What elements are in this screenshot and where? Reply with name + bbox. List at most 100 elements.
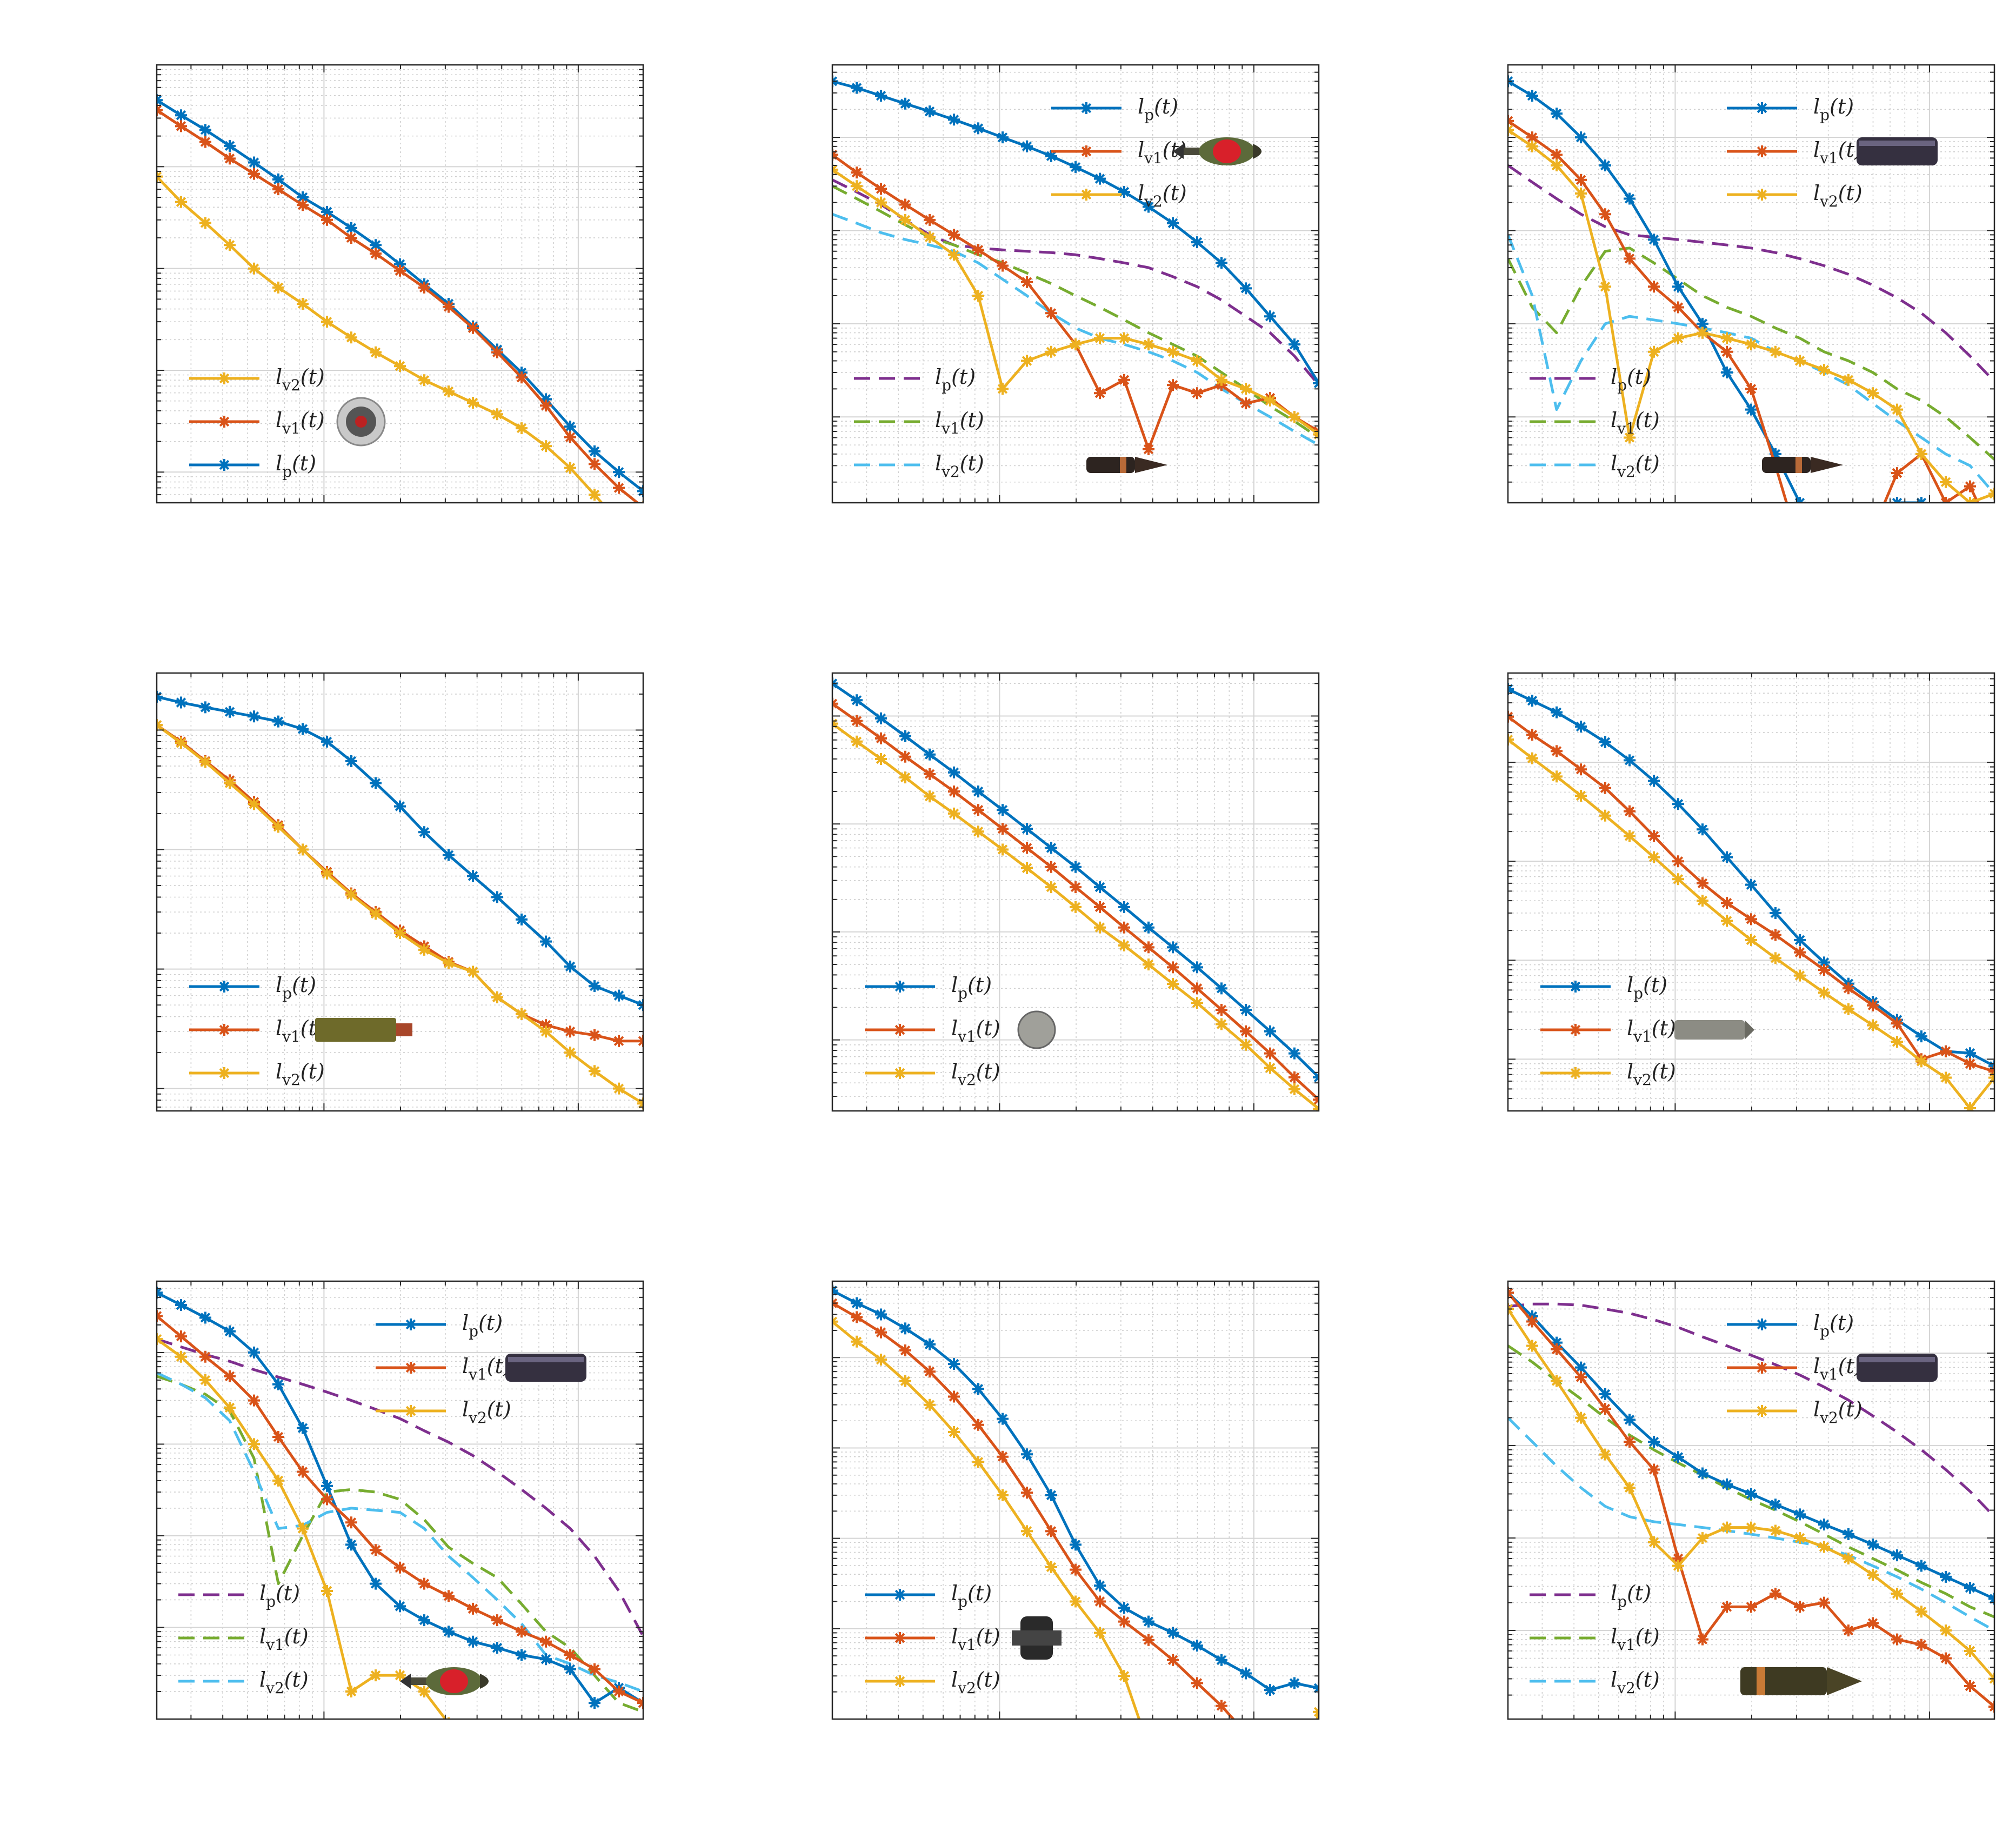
series-lv2-point [875, 1354, 887, 1366]
series-lv1-point [1526, 729, 1538, 741]
legend-lv1_d-label-sub: v1 [1617, 419, 1636, 437]
series-lv1_d-line [1508, 247, 1994, 461]
series-lv2-point [851, 180, 863, 192]
series-lv2-point [972, 1456, 984, 1468]
legend-lv2-marker [1570, 1067, 1581, 1079]
series-lp-point [175, 109, 187, 122]
series-lp-point [467, 1635, 479, 1648]
series-lp-point [1770, 907, 1781, 919]
legend-lp-label-t: (t) [292, 973, 316, 997]
series-lv1-point [1191, 982, 1203, 995]
series-lv2-point [1818, 987, 1830, 999]
fitting-icon [1012, 1616, 1062, 1660]
bullet-icon [1086, 457, 1167, 473]
series-lv1-point [589, 458, 600, 470]
legend-lv2_d-label-sub: v2 [941, 463, 960, 481]
legend-lv1-label-l: l [1627, 1016, 1633, 1040]
legend-lv1-label: lv1(t) [1627, 1016, 1676, 1045]
series-lv2-point [321, 316, 333, 328]
series-lv2-point [443, 385, 455, 398]
series-lv2-point [345, 1686, 357, 1697]
series-lp-point [1672, 798, 1684, 810]
series-lv2-point [1094, 1627, 1106, 1639]
series-lv2-point [613, 1082, 625, 1095]
legend-lp_d-label: lp(t) [935, 365, 976, 394]
legend-lv1-label-sub: v1 [468, 1366, 487, 1383]
series-lv2-point [1070, 338, 1082, 351]
series-lv1-point [613, 1035, 625, 1047]
plot-series [157, 94, 643, 503]
series-lp-point [1191, 961, 1203, 974]
legend-lp-label-l: l [1138, 95, 1144, 118]
series-lv1-point [1526, 1315, 1538, 1328]
series-lp-point [1551, 1336, 1563, 1349]
series-lv1-point [1070, 1563, 1082, 1576]
series-lv2-point [175, 196, 187, 208]
series-lp-point [1070, 861, 1082, 873]
plot-series [1508, 1287, 1994, 1713]
series-lp-point [1118, 901, 1130, 913]
series-lp_d-line [832, 178, 1319, 386]
series-lv2-point [1721, 915, 1733, 927]
series-lp-point [175, 696, 187, 709]
series-lp_d [157, 1337, 643, 1637]
legend: lp(t)lv1(t)lv2(t) [865, 973, 1000, 1089]
legend-lv2-label-sub: v2 [282, 376, 301, 394]
series-lv1-point [1964, 1680, 1976, 1692]
series-lv2-point [1818, 1541, 1830, 1553]
series-lp-point [370, 239, 382, 251]
series-lv2-point [1648, 851, 1660, 863]
series-lv1-point [1818, 1596, 1830, 1609]
series-lv2-point [924, 1399, 936, 1411]
series-lp-point [613, 466, 625, 478]
legend-lv1-marker [218, 416, 230, 428]
legend-lv2_d-label-l: l [1611, 1668, 1617, 1692]
series-lv1-point [1794, 946, 1806, 958]
series-lp_d-line [1508, 1302, 1994, 1518]
series-lv1-point [875, 732, 887, 744]
legend-lv1-marker [894, 1632, 906, 1644]
series-lp-point [899, 1322, 911, 1335]
series-lp-point [1167, 217, 1179, 229]
legend-lp-label: lp(t) [1627, 973, 1667, 1002]
series-lv1-point [1745, 383, 1757, 395]
series-lp-point [1575, 131, 1587, 144]
series-lv1-point [1818, 964, 1830, 976]
series-lv2-point [1648, 1536, 1660, 1548]
legend-lv1-label-l: l [951, 1624, 958, 1648]
series-lp-point [1915, 1560, 1927, 1572]
series-lp-point [1526, 90, 1538, 102]
series-lp-point [1721, 367, 1733, 378]
series-lv1-point [1599, 782, 1611, 794]
series-lv1-point [1045, 307, 1057, 319]
series-lv2-point [1070, 1595, 1082, 1608]
legend-lv1-marker [218, 1024, 230, 1036]
legend-lv1_d-label-l: l [1611, 1624, 1617, 1648]
legend-lv2-label-l: l [1138, 181, 1144, 205]
axes-box [831, 1280, 1320, 1720]
series-lv2-point [1721, 1521, 1733, 1534]
series-lp-point [1143, 921, 1154, 934]
legend-lp-label-t: (t) [478, 1311, 503, 1335]
legend-lp-label: lp(t) [462, 1311, 503, 1340]
series-lp-point [248, 156, 260, 169]
series-lv2-point [1867, 1019, 1879, 1031]
series-lv2-point [899, 771, 911, 784]
series-lv1-point [564, 1649, 576, 1661]
legend-lv2-label-sub: v2 [957, 1679, 976, 1697]
series-lv1-point [1167, 1654, 1179, 1666]
mortar-shell-nose [1253, 144, 1261, 159]
bullet-icon [1762, 457, 1843, 473]
legend-lp-label-l: l [951, 1581, 958, 1605]
series-lv2-point [997, 383, 1009, 395]
series-lv2-point [394, 927, 406, 939]
series-lv1-point [1045, 861, 1057, 873]
series-lv1-point [1745, 1601, 1757, 1613]
series-lv1-point [1021, 1487, 1033, 1499]
series-lv2-point [899, 214, 911, 226]
legend-lv1-marker [1756, 145, 1768, 157]
series-lv2-point [997, 1489, 1009, 1501]
legend-lv2-label-t: (t) [487, 1397, 511, 1421]
legend-lp-marker [405, 1318, 417, 1330]
series-lv2-point [516, 422, 528, 435]
